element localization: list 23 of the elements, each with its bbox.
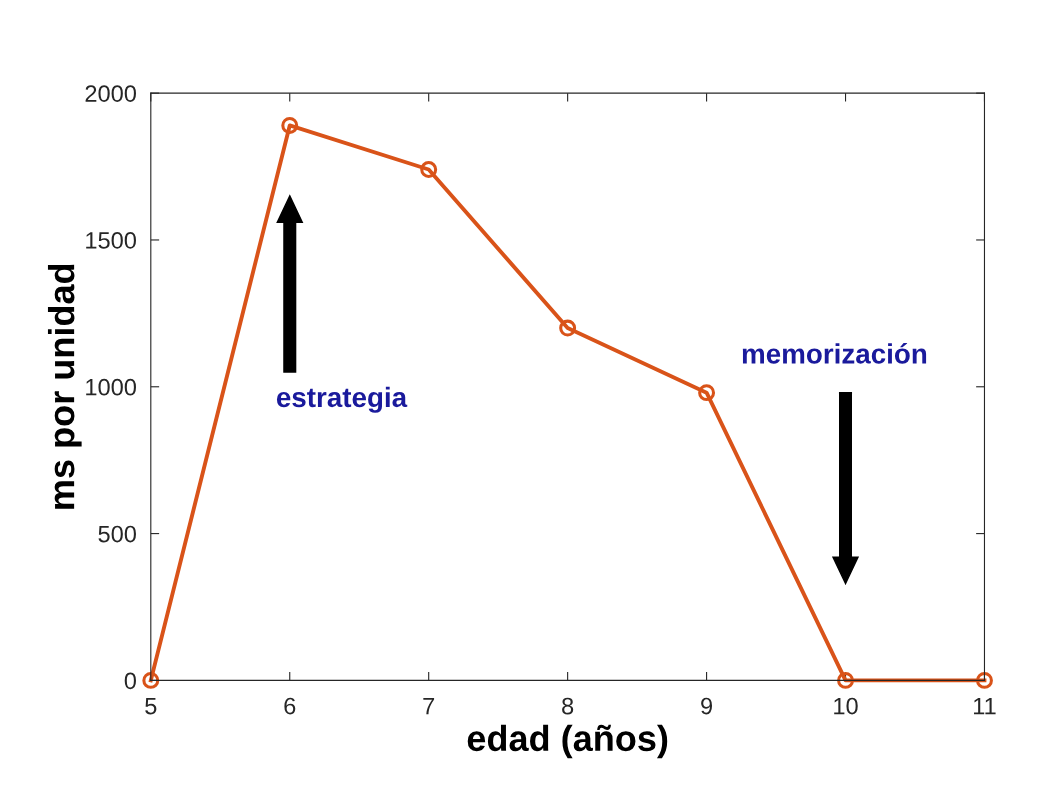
x-axis-title: edad (años) — [467, 724, 668, 759]
y-tick-label: 1500 — [86, 232, 136, 249]
y-tick-label: 1000 — [86, 378, 136, 396]
annotation: memorización — [742, 343, 927, 364]
point — [837, 671, 854, 689]
y-tick-label: 2000 — [85, 85, 136, 102]
y-tick-label: 0 — [124, 672, 136, 690]
x-tick-label: 5 — [145, 697, 157, 715]
y-tick-label: 500 — [98, 525, 136, 543]
x-tick-label: 11 — [974, 697, 996, 715]
x-tick-label: 10 — [834, 697, 858, 715]
x-tick-label: 9 — [701, 697, 713, 715]
point — [698, 384, 716, 402]
x-tick-label: 6 — [284, 697, 296, 715]
y-axis-title: ms por unidad — [47, 264, 82, 509]
point — [420, 161, 438, 178]
point — [281, 116, 299, 134]
x-tick-label: 7 — [423, 697, 435, 715]
point — [976, 671, 993, 689]
annotation: estrategia — [276, 386, 408, 413]
x-tick-label: 8 — [562, 697, 574, 715]
point — [142, 671, 160, 689]
point — [559, 319, 577, 337]
